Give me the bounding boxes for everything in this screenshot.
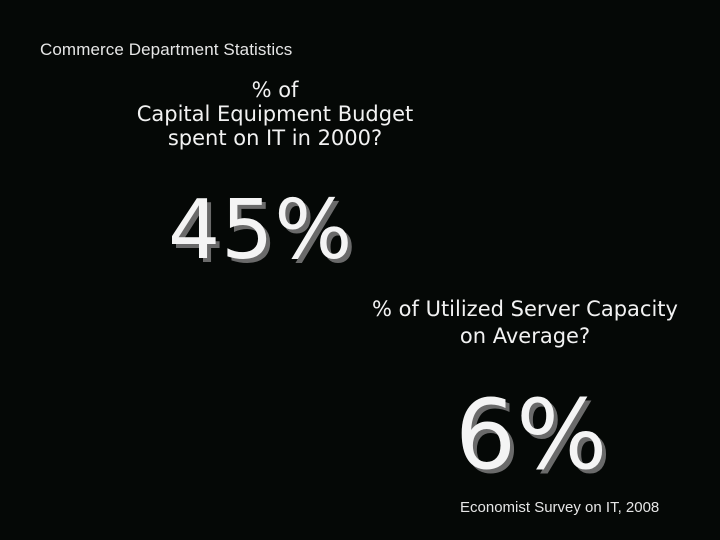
question-line: % of	[251, 78, 299, 102]
question-line: % of Utilized Server Capacity	[372, 297, 678, 321]
question-line: Capital Equipment Budget	[136, 102, 414, 126]
slide-heading: Commerce Department Statistics	[40, 40, 293, 59]
source-citation: Economist Survey on IT, 2008	[460, 499, 660, 516]
question-line: spent on IT in 2000?	[167, 126, 383, 150]
answer-capital-budget-percent: 45%	[168, 183, 354, 278]
question-server-capacity: % of Utilized Server Capacity on Average…	[330, 296, 720, 350]
question-line: on Average?	[459, 324, 591, 348]
question-capital-budget: % of Capital Equipment Budget spent on I…	[110, 78, 440, 150]
answer-server-capacity-percent: 6%	[455, 379, 608, 491]
